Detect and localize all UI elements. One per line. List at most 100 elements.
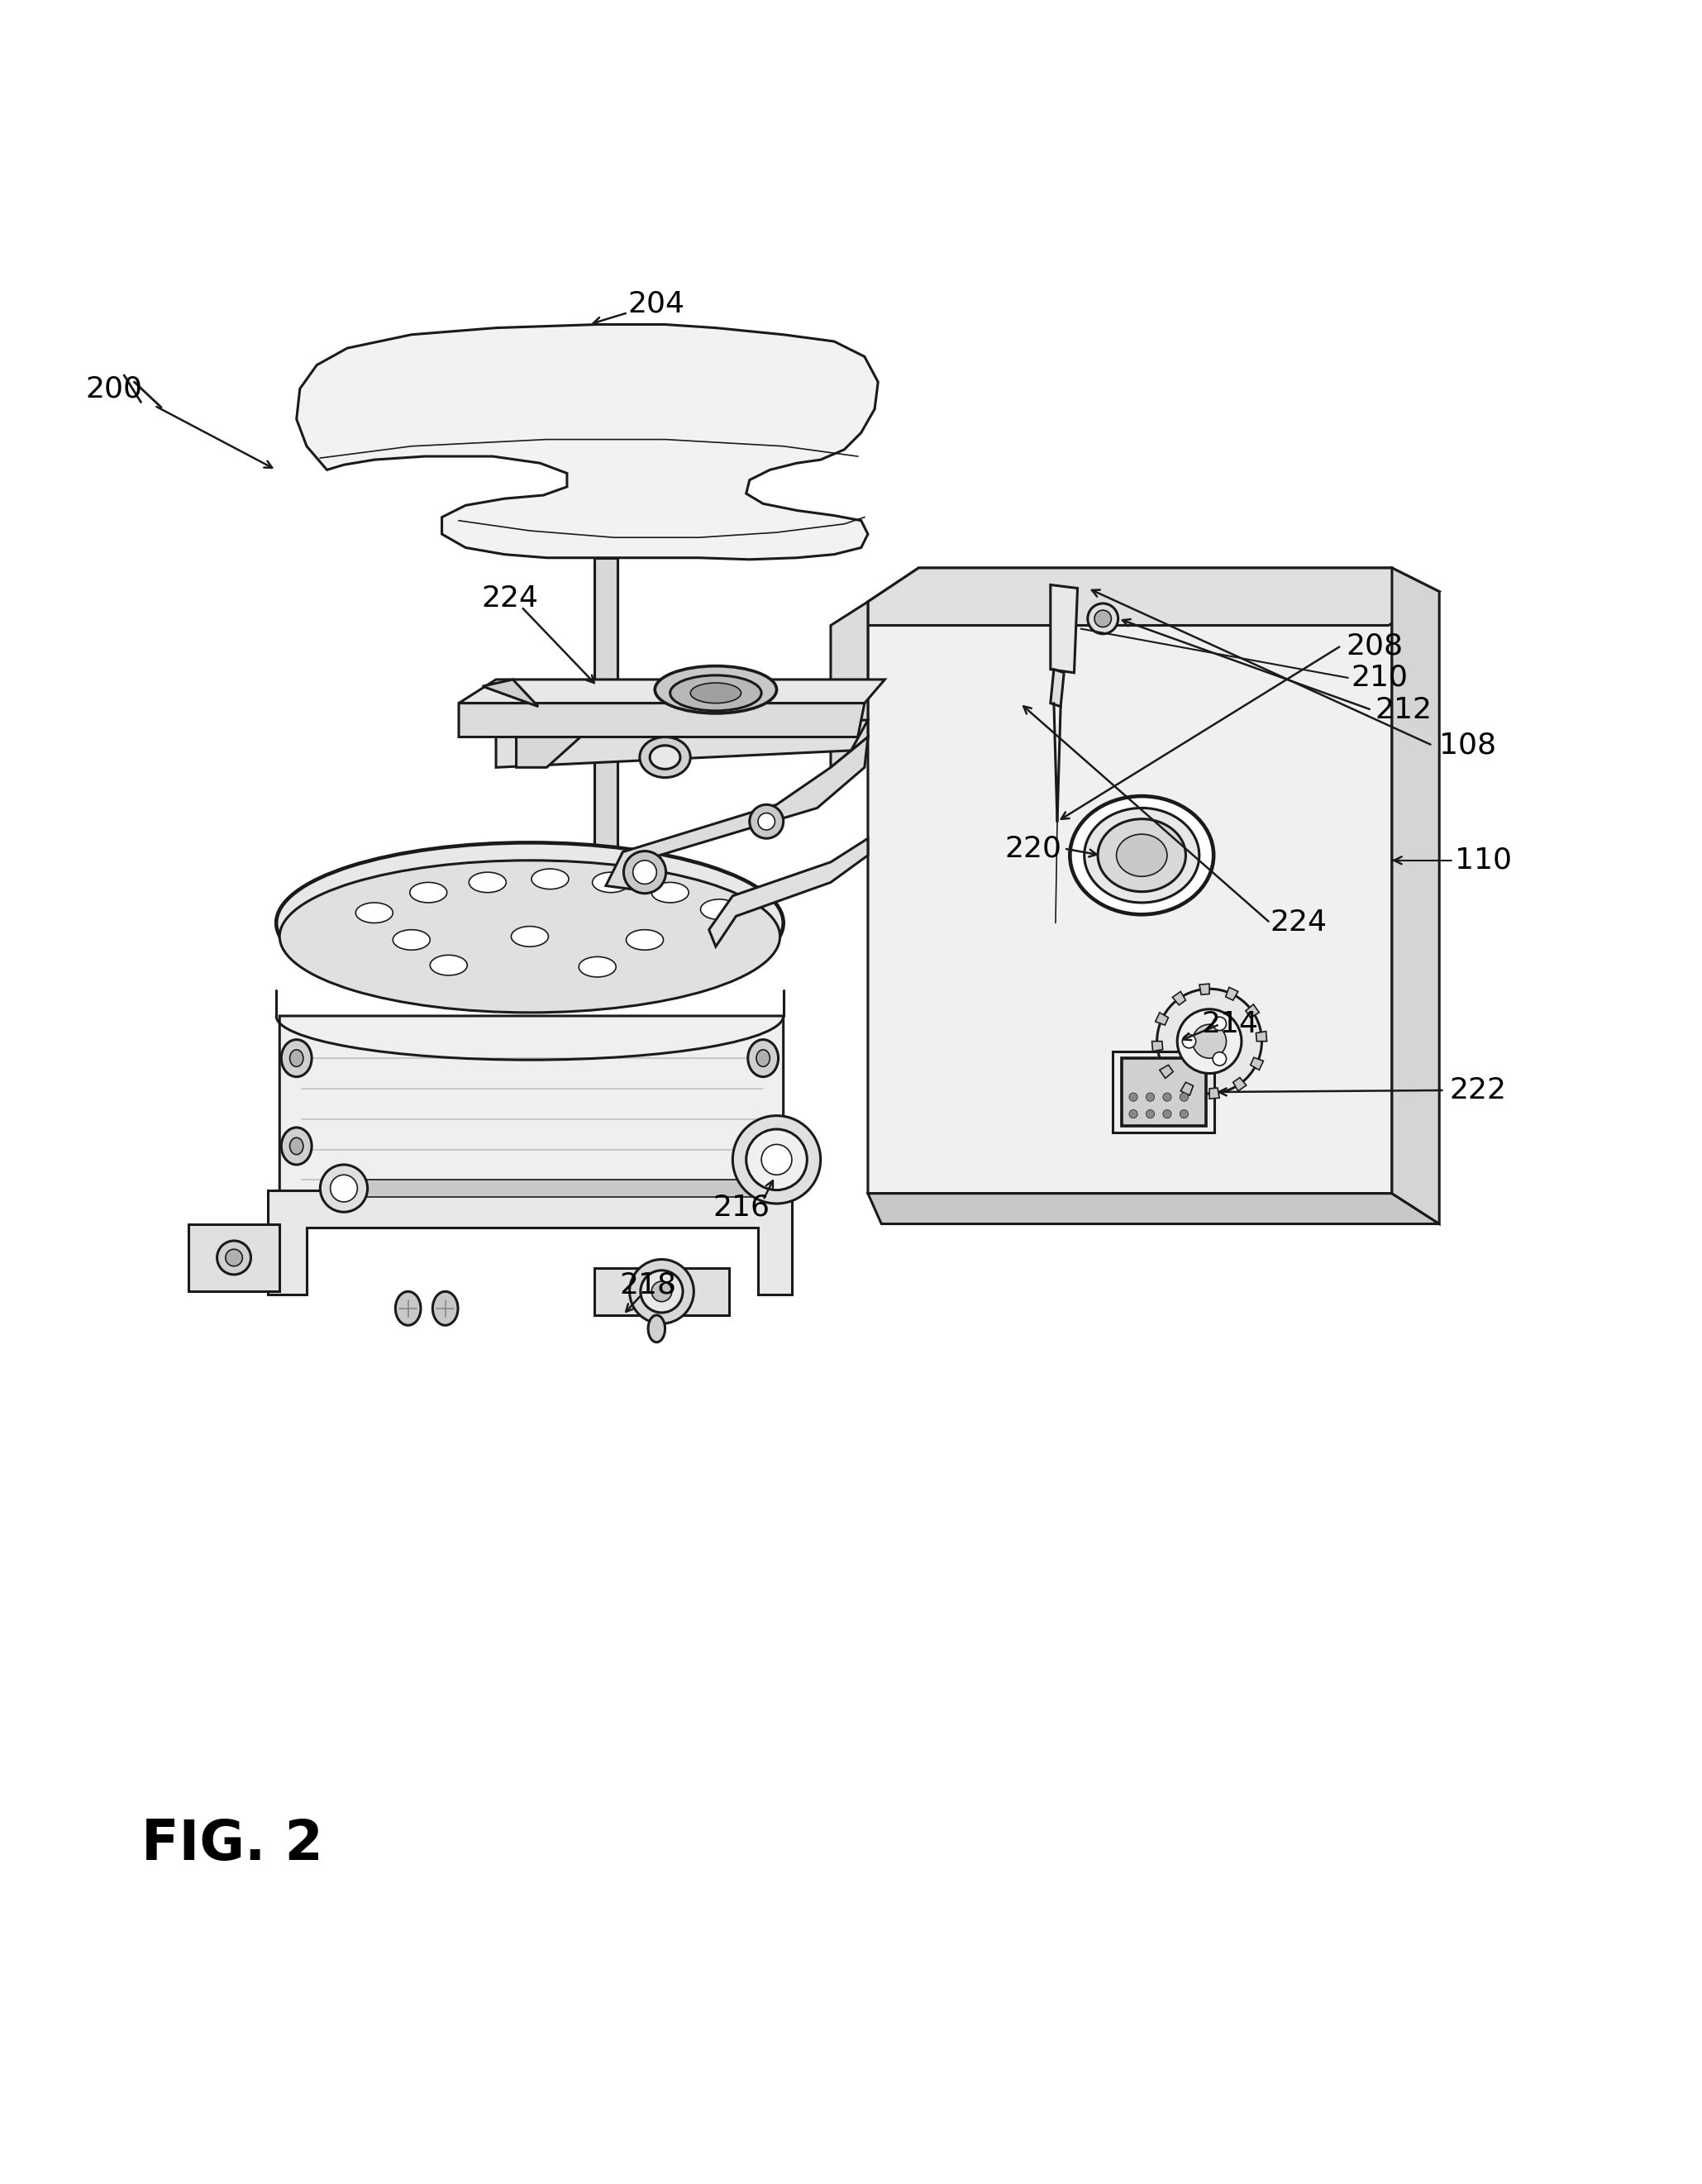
Polygon shape	[495, 721, 868, 767]
Polygon shape	[1050, 668, 1064, 708]
Ellipse shape	[756, 1138, 769, 1155]
Polygon shape	[344, 1179, 774, 1197]
Polygon shape	[1210, 1088, 1219, 1099]
Ellipse shape	[410, 882, 448, 902]
Ellipse shape	[1178, 1009, 1241, 1072]
Ellipse shape	[281, 1040, 311, 1077]
Ellipse shape	[356, 902, 393, 924]
Ellipse shape	[1084, 808, 1200, 902]
Ellipse shape	[432, 1291, 458, 1326]
Polygon shape	[279, 1016, 783, 1201]
Ellipse shape	[623, 852, 665, 893]
Ellipse shape	[225, 1249, 242, 1267]
Ellipse shape	[1179, 1109, 1188, 1118]
Polygon shape	[606, 736, 868, 889]
Polygon shape	[1200, 983, 1210, 994]
Ellipse shape	[1162, 1092, 1171, 1101]
Polygon shape	[1181, 1083, 1193, 1096]
Ellipse shape	[1157, 989, 1261, 1094]
Ellipse shape	[592, 871, 630, 893]
Polygon shape	[460, 679, 885, 703]
Polygon shape	[482, 679, 538, 708]
Ellipse shape	[761, 1144, 791, 1175]
Polygon shape	[1173, 992, 1186, 1005]
Polygon shape	[1392, 568, 1440, 1223]
Ellipse shape	[1145, 1109, 1154, 1118]
Ellipse shape	[289, 1051, 303, 1066]
Ellipse shape	[218, 1241, 250, 1275]
Ellipse shape	[640, 1271, 683, 1313]
Ellipse shape	[732, 1116, 820, 1203]
Polygon shape	[1159, 1066, 1173, 1079]
Polygon shape	[831, 603, 868, 767]
Ellipse shape	[330, 1175, 357, 1201]
Polygon shape	[710, 839, 868, 946]
Polygon shape	[594, 557, 618, 970]
Ellipse shape	[531, 869, 568, 889]
Ellipse shape	[1193, 1024, 1227, 1059]
Text: 200: 200	[85, 376, 143, 402]
Ellipse shape	[431, 954, 468, 976]
Polygon shape	[516, 736, 580, 767]
Ellipse shape	[1128, 1092, 1137, 1101]
Text: 214: 214	[1202, 1011, 1258, 1037]
Ellipse shape	[1214, 1018, 1227, 1031]
Polygon shape	[1152, 1042, 1162, 1051]
Ellipse shape	[279, 860, 780, 1013]
Ellipse shape	[1071, 797, 1214, 915]
Polygon shape	[1251, 1057, 1263, 1070]
Ellipse shape	[1117, 834, 1168, 876]
Polygon shape	[189, 1223, 279, 1291]
Text: 110: 110	[1455, 847, 1511, 874]
Ellipse shape	[691, 684, 740, 703]
Text: 204: 204	[628, 290, 686, 319]
Text: 216: 216	[713, 1192, 769, 1221]
Text: 218: 218	[620, 1271, 677, 1299]
Text: 210: 210	[1351, 664, 1409, 692]
Ellipse shape	[747, 1127, 778, 1164]
Ellipse shape	[650, 745, 681, 769]
Ellipse shape	[745, 1129, 807, 1190]
Text: 212: 212	[1375, 697, 1431, 723]
Polygon shape	[868, 1192, 1440, 1223]
Ellipse shape	[1162, 1109, 1171, 1118]
Ellipse shape	[1214, 1053, 1227, 1066]
Polygon shape	[1122, 1059, 1207, 1125]
Ellipse shape	[1179, 1092, 1188, 1101]
Polygon shape	[1156, 1013, 1168, 1024]
Ellipse shape	[1183, 1035, 1197, 1048]
Ellipse shape	[756, 1051, 769, 1066]
Ellipse shape	[1088, 603, 1118, 633]
Polygon shape	[1256, 1031, 1266, 1042]
Polygon shape	[868, 568, 1392, 1192]
Ellipse shape	[630, 1260, 694, 1324]
Ellipse shape	[640, 736, 691, 778]
Ellipse shape	[393, 930, 431, 950]
Text: 208: 208	[1346, 631, 1404, 660]
Ellipse shape	[1145, 1092, 1154, 1101]
Ellipse shape	[320, 1164, 368, 1212]
Polygon shape	[1225, 987, 1237, 1000]
Ellipse shape	[289, 1138, 303, 1155]
Ellipse shape	[579, 957, 616, 976]
Polygon shape	[1246, 1005, 1259, 1018]
Ellipse shape	[633, 860, 657, 885]
Polygon shape	[594, 1269, 728, 1315]
Ellipse shape	[470, 871, 505, 893]
Text: FIG. 2: FIG. 2	[141, 1817, 323, 1872]
Ellipse shape	[626, 930, 664, 950]
Ellipse shape	[281, 1127, 311, 1164]
Ellipse shape	[1098, 819, 1186, 891]
Ellipse shape	[701, 900, 737, 919]
Ellipse shape	[652, 1282, 672, 1302]
Polygon shape	[1050, 585, 1077, 673]
Polygon shape	[1232, 1077, 1246, 1092]
Ellipse shape	[511, 926, 548, 946]
Polygon shape	[868, 568, 1440, 625]
Polygon shape	[267, 1190, 791, 1295]
Text: 220: 220	[1006, 834, 1062, 863]
Polygon shape	[296, 325, 878, 559]
Ellipse shape	[671, 675, 761, 710]
Text: 222: 222	[1450, 1077, 1506, 1105]
Ellipse shape	[276, 843, 783, 1002]
